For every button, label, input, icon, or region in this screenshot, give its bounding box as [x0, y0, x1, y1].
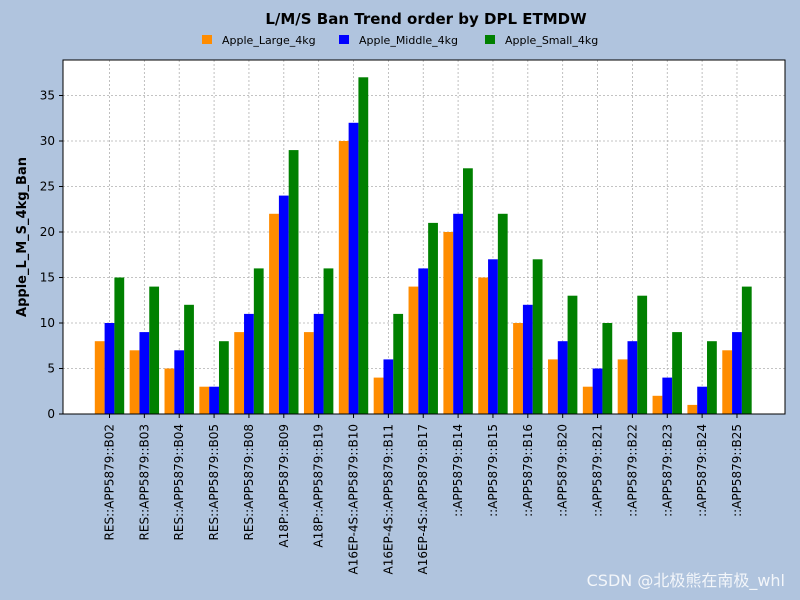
bar-apple-middle-4kg [383, 359, 394, 414]
bar-apple-middle-4kg [557, 341, 568, 414]
x-tick-label: ::APP5879::B21 [591, 424, 605, 517]
bar-apple-small-4kg [114, 277, 125, 414]
x-tick-label: A18P::APP5879::B19 [312, 424, 326, 548]
bar-apple-small-4kg [532, 259, 543, 414]
x-tick-label: ::APP5879::B25 [730, 424, 744, 517]
x-tick-label: ::APP5879::B20 [556, 424, 570, 517]
bar-apple-small-4kg [602, 323, 613, 414]
y-axis: 0 5 10 15 20 25 30 35 [40, 88, 63, 421]
bar-apple-small-4kg [497, 213, 508, 414]
x-tick-label: ::APP5879::B23 [660, 424, 674, 517]
bar-apple-middle-4kg [209, 386, 219, 414]
bar-apple-small-4kg [288, 150, 299, 414]
bar-apple-middle-4kg [278, 195, 289, 414]
x-tick-label: A16EP-4S::APP5879::B11 [381, 424, 395, 575]
bar-apple-large-4kg [303, 332, 314, 414]
bar-apple-large-4kg [443, 231, 454, 414]
bar-apple-middle-4kg [662, 377, 673, 414]
chart-title: L/M/S Ban Trend order by DPL ETMDW [265, 10, 587, 28]
legend-swatch [202, 35, 212, 44]
y-tick-label: 20 [40, 225, 55, 239]
y-tick-label: 0 [47, 407, 55, 421]
bars [94, 77, 752, 415]
x-tick-label: ::APP5879::B14 [451, 424, 465, 517]
x-tick-label: A16EP-4S::APP5879::B10 [347, 424, 361, 575]
bar-apple-small-4kg [672, 332, 682, 414]
bar-apple-small-4kg [149, 286, 160, 414]
legend-swatch [485, 35, 495, 44]
x-tick-label: A16EP-4S::APP5879::B17 [416, 424, 430, 575]
x-tick-label: RES::APP5879::B04 [172, 424, 186, 540]
bar-apple-large-4kg [687, 404, 698, 414]
bar-apple-large-4kg [722, 350, 733, 414]
y-tick-label: 25 [40, 179, 55, 193]
bar-apple-middle-4kg [697, 386, 708, 414]
legend-label: Apple_Middle_4kg [359, 34, 458, 47]
y-tick-label: 10 [40, 316, 55, 330]
bar-apple-small-4kg [253, 268, 264, 414]
bar-apple-small-4kg [358, 77, 369, 414]
legend: Apple_Large_4kg Apple_Middle_4kg Apple_Sma… [202, 34, 598, 47]
x-tick-label: RES::APP5879::B05 [207, 424, 221, 540]
bar-apple-large-4kg [338, 140, 349, 415]
bar-apple-middle-4kg [139, 332, 150, 414]
bar-apple-middle-4kg [488, 259, 498, 414]
bar-apple-small-4kg [463, 168, 473, 414]
bar-apple-small-4kg [218, 341, 229, 414]
bar-apple-middle-4kg [592, 368, 603, 414]
bar-apple-small-4kg [567, 295, 578, 414]
bar-apple-small-4kg [637, 295, 648, 414]
legend-label: Apple_Large_4kg [222, 34, 316, 47]
x-tick-label: ::APP5879::B24 [695, 424, 709, 517]
bar-apple-large-4kg [582, 386, 593, 414]
bar-apple-middle-4kg [522, 304, 533, 414]
bar-apple-small-4kg [428, 222, 438, 414]
bar-apple-middle-4kg [244, 313, 254, 414]
bar-apple-large-4kg [617, 359, 628, 414]
bar-apple-large-4kg [513, 323, 523, 414]
y-axis-label: Apple_L_M_S_4kg_Ban [15, 157, 30, 317]
legend-swatch [339, 35, 349, 44]
x-axis: RES::APP5879::B02 RES::APP5879::B03 RES::A… [103, 414, 744, 575]
bar-apple-middle-4kg [348, 122, 359, 414]
x-tick-label: ::APP5879::B15 [486, 424, 500, 517]
x-tick-label: RES::APP5879::B03 [137, 424, 151, 540]
bar-apple-middle-4kg [313, 313, 324, 414]
bar-apple-middle-4kg [418, 268, 429, 414]
bar-apple-large-4kg [164, 368, 175, 414]
bar-apple-large-4kg [234, 332, 245, 414]
y-tick-label: 5 [47, 361, 55, 375]
bar-apple-large-4kg [269, 213, 279, 414]
bar-apple-large-4kg [94, 341, 105, 414]
bar-apple-large-4kg [478, 277, 489, 414]
x-tick-label: A18P::APP5879::B09 [277, 424, 291, 548]
x-tick-label: ::APP5879::B22 [625, 424, 639, 517]
bar-apple-large-4kg [408, 286, 419, 414]
x-tick-label: RES::APP5879::B02 [103, 424, 117, 540]
bar-apple-middle-4kg [453, 213, 463, 414]
bar-apple-small-4kg [184, 304, 194, 414]
plot-frame [62, 59, 786, 415]
y-tick-label: 35 [40, 88, 55, 102]
bar-apple-large-4kg [129, 350, 140, 414]
bar-apple-large-4kg [373, 377, 384, 414]
bar-apple-middle-4kg [104, 323, 115, 414]
bar-apple-large-4kg [652, 395, 663, 414]
bar-apple-small-4kg [393, 313, 404, 414]
watermark: CSDN @北极熊在南极_whl [587, 571, 785, 591]
bar-apple-small-4kg [707, 341, 717, 414]
legend-label: Apple_Small_4kg [505, 34, 598, 47]
bar-apple-large-4kg [199, 386, 210, 414]
bar-apple-middle-4kg [174, 350, 185, 414]
x-tick-label: RES::APP5879::B08 [242, 424, 256, 540]
y-tick-label: 30 [40, 134, 55, 148]
x-tick-label: ::APP5879::B16 [521, 424, 535, 517]
bar-apple-middle-4kg [627, 341, 638, 414]
bar-apple-middle-4kg [732, 332, 742, 414]
bar-apple-large-4kg [547, 359, 558, 414]
bar-apple-small-4kg [323, 268, 334, 414]
bar-apple-small-4kg [741, 286, 752, 414]
y-tick-label: 15 [40, 270, 55, 284]
